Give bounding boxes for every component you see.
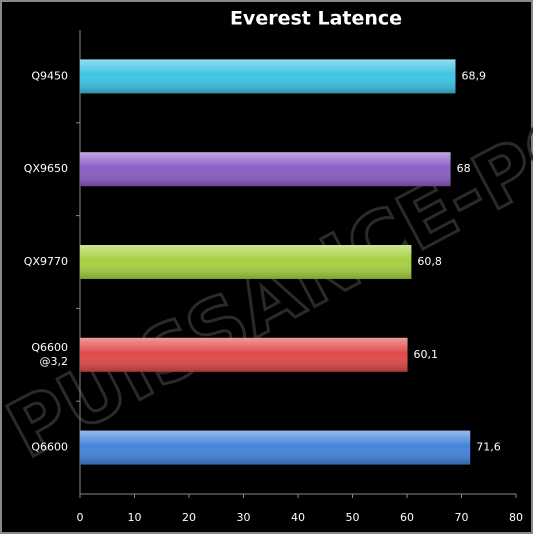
- value-label: 60,1: [414, 348, 439, 361]
- x-tick-label: 40: [291, 511, 305, 524]
- y-tick-label-line: @3,2: [40, 355, 69, 368]
- x-tick-label: 70: [455, 511, 469, 524]
- y-tick-label-line: Q6600: [31, 341, 68, 354]
- value-label: 68: [457, 162, 471, 175]
- y-tick-label: QX9770: [24, 255, 68, 268]
- y-tick-label: QX9650: [24, 162, 68, 175]
- x-tick-label: 30: [237, 511, 251, 524]
- chart-title: Everest Latence: [230, 8, 402, 30]
- y-tick-label: Q9450: [31, 69, 68, 82]
- bar-shine: [80, 59, 456, 94]
- x-tick-label: 10: [128, 511, 142, 524]
- x-tick-label: 20: [182, 511, 196, 524]
- bar-shine: [80, 430, 471, 465]
- value-label: 60,8: [417, 255, 442, 268]
- bar-shine: [80, 337, 408, 372]
- y-tick-label: Q6600 @3,2: [31, 341, 68, 368]
- value-label: 71,6: [476, 441, 501, 454]
- x-tick-label: 80: [509, 511, 523, 524]
- x-tick-label: 50: [346, 511, 360, 524]
- value-label: 68,9: [462, 69, 487, 82]
- x-tick-label: 0: [77, 511, 84, 524]
- y-tick-label: Q6600: [31, 441, 68, 454]
- bar-shine: [80, 245, 412, 279]
- x-tick-label: 60: [400, 511, 414, 524]
- bar-shine: [80, 152, 451, 187]
